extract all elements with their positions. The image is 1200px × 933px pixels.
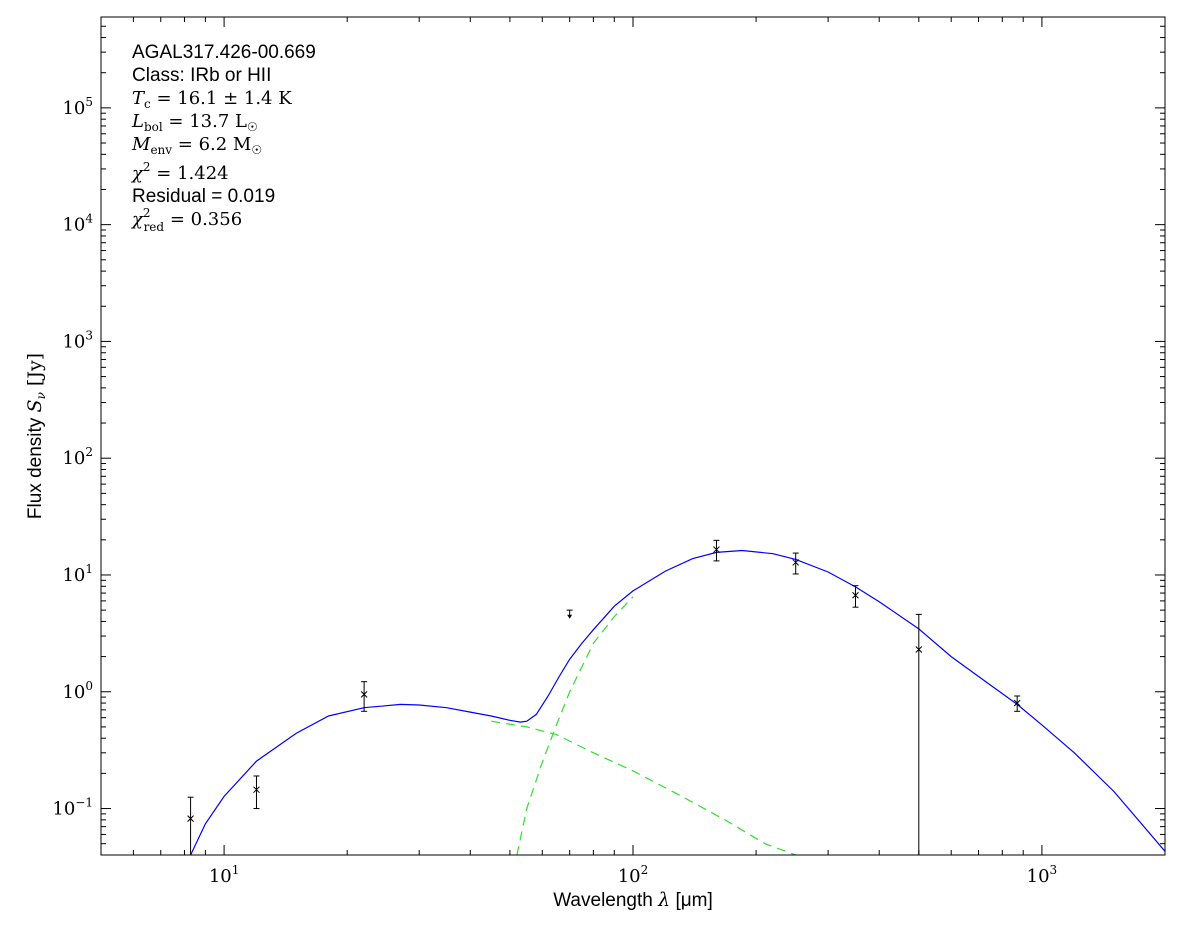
model-curve-0	[190, 549, 1165, 855]
tc-value: 16.1 ± 1.4 K	[177, 88, 292, 109]
y-tick-label: 100	[62, 679, 93, 703]
chi2-value: 1.424	[177, 163, 229, 184]
y-tick-label: 10−1	[52, 796, 93, 820]
data-point	[253, 775, 260, 810]
data-point	[187, 796, 194, 855]
data-point	[852, 585, 859, 608]
chi2-label: χ2 = 1.424	[130, 160, 229, 184]
model-curve-2	[516, 596, 634, 855]
y-tick-label: 105	[62, 95, 93, 119]
chi2red-label: χ2 red = 0.356	[130, 206, 242, 234]
menv-label: Menv = 6.2 M☉	[131, 134, 262, 157]
y-tick-label: 101	[62, 562, 93, 586]
chi2red-value: 0.356	[191, 209, 243, 230]
data-markers	[187, 539, 1021, 855]
menv-value: 6.2 M	[199, 134, 252, 155]
x-tick-label: 101	[209, 863, 240, 887]
y-tick-label: 104	[62, 212, 93, 236]
lbol-label: Lbol = 13.7 L☉	[131, 111, 258, 134]
x-tick-label: 102	[618, 863, 649, 887]
source-name: AGAL317.426-00.669	[132, 42, 316, 63]
model-curves	[190, 549, 1165, 855]
model-curve-1	[491, 720, 796, 855]
lbol-value: 13.7 L	[189, 111, 247, 132]
y-tick-label: 103	[62, 328, 93, 352]
tc-label: Tc = 16.1 ± 1.4 K	[132, 88, 292, 111]
annotation-block: AGAL317.426-00.669 Class: IRb or HII Tc …	[130, 42, 316, 234]
data-point	[1013, 695, 1021, 712]
data-point	[792, 552, 800, 575]
x-axis-label: Wavelength λ [μm]	[553, 889, 713, 911]
plot-frame	[100, 16, 1166, 856]
upper-limit-marker	[566, 609, 573, 619]
y-axis-label: Flux density Sν [Jy]	[24, 353, 48, 519]
axis-ticks: 101 102 103 10−1 100 101 102 103 104 105	[52, 16, 1166, 887]
y-tick-label: 102	[62, 445, 93, 469]
source-class: Class: IRb or HII	[132, 65, 271, 86]
x-tick-label: 103	[1027, 863, 1058, 887]
data-point	[713, 539, 720, 562]
residual-label: Residual = 0.019	[132, 186, 275, 207]
data-point	[915, 613, 923, 855]
data-point	[360, 681, 368, 712]
